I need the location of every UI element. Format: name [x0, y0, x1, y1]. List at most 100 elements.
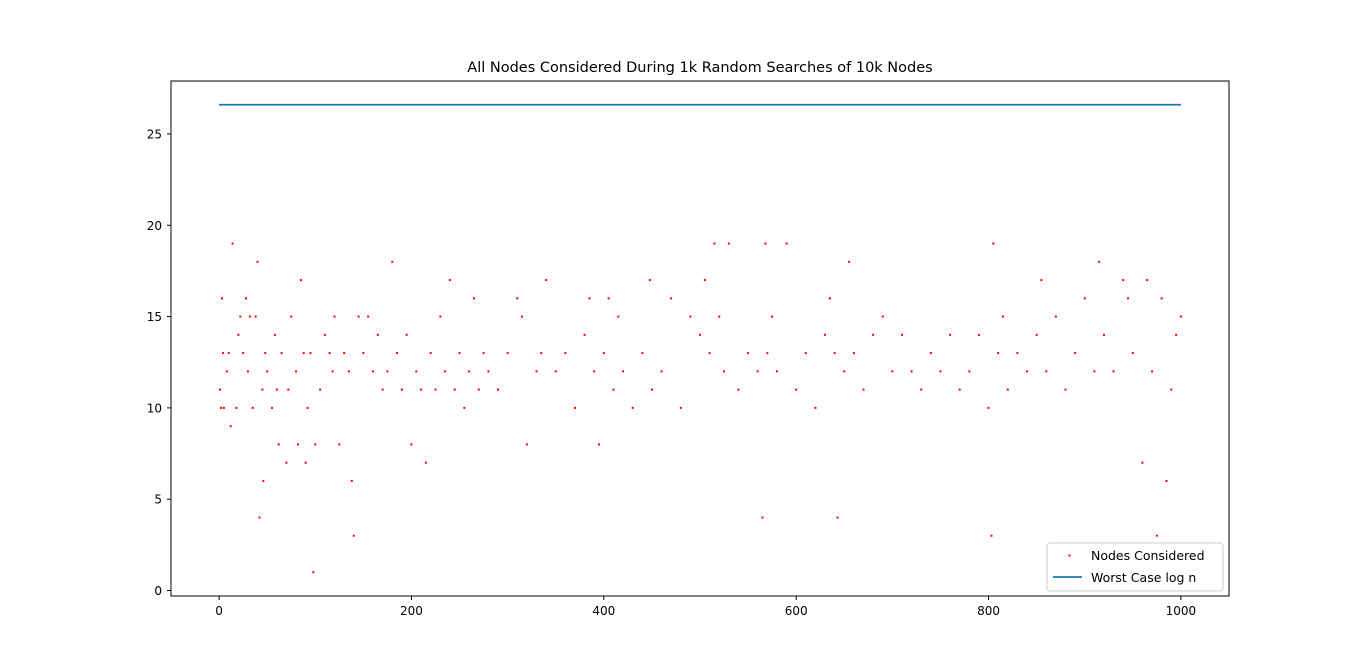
- data-point: [670, 297, 673, 300]
- series-layer: [219, 103, 1182, 574]
- data-point: [262, 479, 265, 482]
- data-point: [302, 352, 305, 355]
- data-point: [367, 315, 370, 318]
- data-point: [1146, 279, 1149, 282]
- data-point: [306, 406, 309, 409]
- data-point: [881, 315, 884, 318]
- plot-area: [170, 80, 1230, 597]
- data-point: [718, 315, 721, 318]
- data-point: [987, 406, 990, 409]
- data-point: [482, 352, 485, 355]
- data-point: [242, 352, 245, 355]
- data-point: [248, 315, 251, 318]
- data-point: [862, 388, 865, 391]
- data-point: [439, 315, 442, 318]
- data-point: [1112, 370, 1115, 373]
- data-point: [1016, 352, 1019, 355]
- data-point: [254, 315, 257, 318]
- data-point: [713, 242, 716, 245]
- data-point: [997, 352, 1000, 355]
- data-point: [1122, 279, 1125, 282]
- data-point: [795, 388, 798, 391]
- data-point: [1127, 297, 1130, 300]
- data-point: [958, 388, 961, 391]
- data-point: [622, 370, 625, 373]
- data-point: [277, 443, 280, 446]
- data-point: [920, 388, 923, 391]
- plot-frame: [170, 80, 1230, 597]
- data-point: [564, 352, 567, 355]
- data-point: [1093, 370, 1096, 373]
- data-point: [468, 370, 471, 373]
- data-point: [497, 388, 500, 391]
- data-point: [357, 315, 360, 318]
- data-point: [405, 333, 408, 336]
- data-point: [1165, 479, 1168, 482]
- data-point: [1179, 315, 1182, 318]
- data-point: [1045, 370, 1048, 373]
- data-point: [275, 388, 278, 391]
- data-point: [1175, 333, 1178, 336]
- data-point: [251, 406, 254, 409]
- data-point: [448, 279, 451, 282]
- data-point: [612, 388, 615, 391]
- data-point: [237, 333, 240, 336]
- data-point: [1040, 279, 1043, 282]
- data-point: [775, 370, 778, 373]
- legend-label-nodes-considered: Nodes Considered: [1091, 548, 1205, 563]
- data-point: [239, 315, 242, 318]
- data-point: [371, 370, 374, 373]
- legend: Nodes Considered Worst Case log n: [1046, 542, 1224, 592]
- x-tick-label: 200: [400, 604, 423, 618]
- data-point: [245, 297, 248, 300]
- data-point: [220, 406, 223, 409]
- data-point: [1151, 370, 1154, 373]
- data-point: [929, 352, 932, 355]
- data-point: [221, 352, 224, 355]
- data-point: [554, 370, 557, 373]
- data-point: [299, 279, 302, 282]
- data-point: [362, 352, 365, 355]
- y-tick-label: 10: [147, 401, 162, 415]
- data-point: [386, 370, 389, 373]
- data-point: [703, 279, 706, 282]
- data-point: [444, 370, 447, 373]
- data-point: [400, 388, 403, 391]
- data-point: [764, 242, 767, 245]
- data-point: [1074, 352, 1077, 355]
- data-point: [910, 370, 913, 373]
- data-point: [225, 370, 228, 373]
- data-point: [593, 370, 596, 373]
- data-point: [296, 443, 299, 446]
- data-point: [804, 352, 807, 355]
- data-point: [463, 406, 466, 409]
- data-point: [1001, 315, 1004, 318]
- data-point: [1102, 333, 1105, 336]
- data-point: [828, 297, 831, 300]
- data-point: [1026, 370, 1029, 373]
- data-point: [219, 388, 222, 391]
- data-point: [602, 352, 605, 355]
- data-point: [429, 352, 432, 355]
- data-point: [295, 370, 298, 373]
- data-point: [227, 352, 230, 355]
- data-point: [852, 352, 855, 355]
- data-point: [900, 333, 903, 336]
- data-point: [477, 388, 480, 391]
- y-tick-label: 15: [147, 310, 162, 324]
- data-point: [545, 279, 548, 282]
- data-point: [968, 370, 971, 373]
- data-point: [424, 461, 427, 464]
- legend-marker-nodes-considered: [1068, 554, 1071, 557]
- data-point: [347, 370, 350, 373]
- data-point: [836, 516, 839, 519]
- data-point: [588, 297, 591, 300]
- data-point: [699, 333, 701, 336]
- data-point: [309, 352, 312, 355]
- chart-title: All Nodes Considered During 1k Random Se…: [467, 60, 932, 76]
- data-point: [273, 333, 276, 336]
- data-point: [235, 406, 238, 409]
- data-point: [290, 315, 293, 318]
- data-point: [266, 370, 269, 373]
- data-point: [229, 425, 232, 428]
